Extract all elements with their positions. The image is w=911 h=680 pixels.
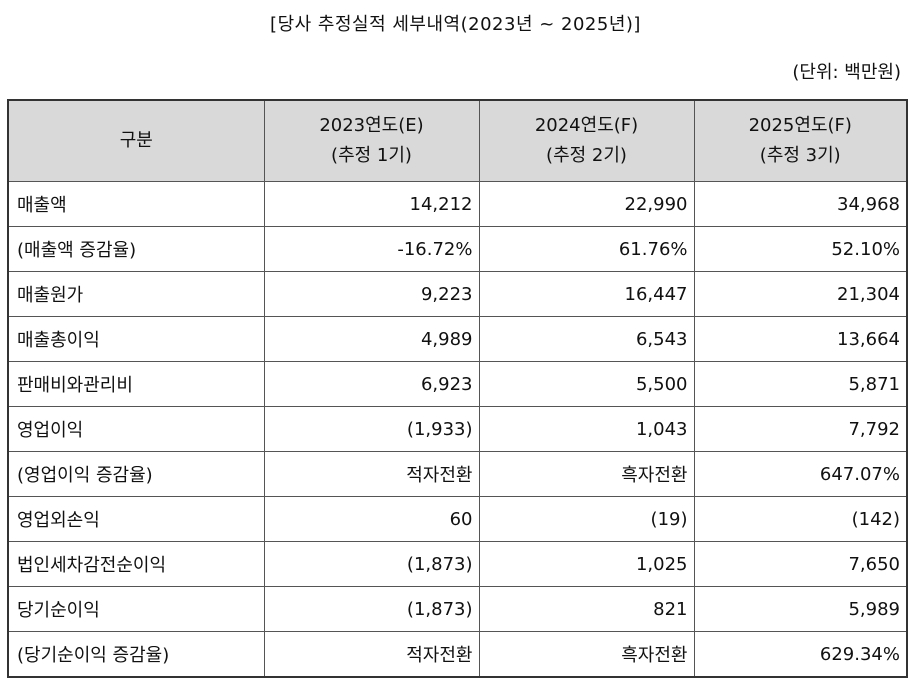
header-2023-year: 2023연도(E) [319, 115, 424, 136]
cell-2025: 21,304 [693, 271, 908, 317]
header-2025-year: 2025연도(F) [748, 115, 852, 136]
row-label: (당기순이익 증감율) [7, 631, 265, 678]
table-row: 영업이익 (1,933) 1,043 7,792 [7, 406, 908, 452]
table-row: 매출원가 9,223 16,447 21,304 [7, 271, 908, 317]
table-header-row: 구분 2023연도(E) (추정 1기) 2024연도(F) (추정 2기) 2… [7, 99, 908, 182]
cell-2024: 16,447 [478, 271, 695, 317]
header-category: 구분 [7, 99, 265, 182]
cell-2025: 34,968 [693, 181, 908, 227]
row-label: 당기순이익 [7, 586, 265, 632]
cell-2023: -16.72% [263, 226, 480, 272]
table-row: (영업이익 증감율) 적자전환 흑자전환 647.07% [7, 451, 908, 497]
cell-2025: 5,989 [693, 586, 908, 632]
cell-2023: (1,933) [263, 406, 480, 452]
cell-2025: 629.34% [693, 631, 908, 678]
cell-2023: (1,873) [263, 541, 480, 587]
row-label: 판매비와관리비 [7, 361, 265, 407]
row-label: 영업외손익 [7, 496, 265, 542]
header-2023-period: (추정 1기) [331, 145, 412, 166]
row-label: (매출액 증감율) [7, 226, 265, 272]
cell-2024: (19) [478, 496, 695, 542]
document-title: [당사 추정실적 세부내역(2023년 ~ 2025년)] [270, 14, 641, 35]
cell-2024: 61.76% [478, 226, 695, 272]
cell-2024: 5,500 [478, 361, 695, 407]
row-label: 매출총이익 [7, 316, 265, 362]
table-row: (당기순이익 증감율) 적자전환 흑자전환 629.34% [7, 631, 908, 678]
unit-note: (단위: 백만원) [792, 62, 901, 83]
header-2024: 2024연도(F) (추정 2기) [478, 99, 695, 182]
header-2025: 2025연도(F) (추정 3기) [693, 99, 908, 182]
cell-2025: 647.07% [693, 451, 908, 497]
cell-2023: 9,223 [263, 271, 480, 317]
table-row: 법인세차감전순이익 (1,873) 1,025 7,650 [7, 541, 908, 587]
cell-2024: 1,025 [478, 541, 695, 587]
header-2025-period: (추정 3기) [759, 145, 841, 166]
cell-2024: 6,543 [478, 316, 695, 362]
cell-2023: 60 [263, 496, 480, 542]
table-row: 매출총이익 4,989 6,543 13,664 [7, 316, 908, 362]
row-label: 매출원가 [7, 271, 265, 317]
cell-2025: 52.10% [693, 226, 908, 272]
row-label: 법인세차감전순이익 [7, 541, 265, 587]
cell-2023: 14,212 [263, 181, 480, 227]
header-2024-period: (추정 2기) [546, 145, 627, 166]
cell-2025: 5,871 [693, 361, 908, 407]
cell-2024: 1,043 [478, 406, 695, 452]
table-row: 판매비와관리비 6,923 5,500 5,871 [7, 361, 908, 407]
row-label: 영업이익 [7, 406, 265, 452]
row-label: (영업이익 증감율) [7, 451, 265, 497]
cell-2023: 적자전환 [263, 631, 480, 678]
cell-2023: 4,989 [263, 316, 480, 362]
cell-2025: 7,650 [693, 541, 908, 587]
cell-2024: 821 [478, 586, 695, 632]
header-2024-year: 2024연도(F) [534, 115, 639, 136]
cell-2024: 22,990 [478, 181, 695, 227]
table-row: (매출액 증감율) -16.72% 61.76% 52.10% [7, 226, 908, 272]
cell-2025: 7,792 [693, 406, 908, 452]
table-row: 당기순이익 (1,873) 821 5,989 [7, 586, 908, 632]
cell-2025: 13,664 [693, 316, 908, 362]
cell-2025: (142) [693, 496, 908, 542]
cell-2024: 흑자전환 [478, 451, 695, 497]
forecast-table: 구분 2023연도(E) (추정 1기) 2024연도(F) (추정 2기) 2… [7, 99, 908, 678]
row-label: 매출액 [7, 181, 265, 227]
cell-2024: 흑자전환 [478, 631, 695, 678]
table-row: 매출액 14,212 22,990 34,968 [7, 181, 908, 227]
cell-2023: 6,923 [263, 361, 480, 407]
header-2023: 2023연도(E) (추정 1기) [263, 99, 480, 182]
cell-2023: (1,873) [263, 586, 480, 632]
cell-2023: 적자전환 [263, 451, 480, 497]
table-row: 영업외손익 60 (19) (142) [7, 496, 908, 542]
